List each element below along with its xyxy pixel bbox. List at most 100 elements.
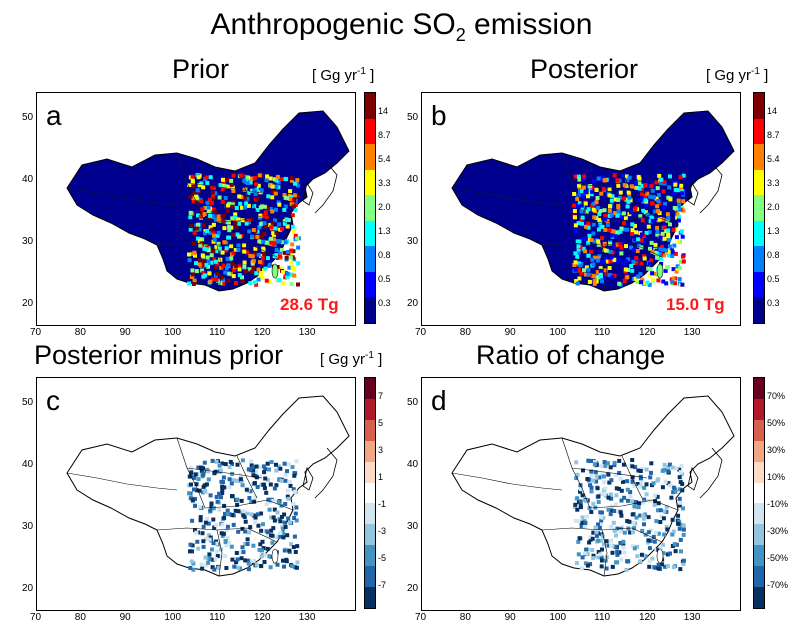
grid-cell — [597, 475, 602, 480]
grid-cell — [206, 259, 211, 264]
grid-cell — [267, 467, 271, 472]
grid-cell — [680, 189, 685, 194]
grid-cell — [258, 215, 262, 220]
grid-cell — [580, 493, 585, 498]
grid-cell — [619, 251, 624, 256]
province-border — [176, 437, 206, 509]
grid-cell — [290, 265, 295, 270]
grid-cell — [259, 554, 264, 559]
grid-cell — [229, 178, 234, 183]
grid-cell — [667, 238, 672, 242]
grid-cell — [211, 196, 215, 201]
grid-cell — [604, 555, 609, 560]
grid-cell — [626, 268, 630, 272]
grid-cell — [575, 507, 580, 512]
grid-cell — [224, 566, 229, 570]
grid-cell — [630, 512, 635, 517]
grid-cell — [259, 564, 263, 569]
grid-cell — [230, 494, 234, 499]
grid-cell — [242, 205, 247, 210]
grid-cell — [229, 481, 234, 486]
grid-cell — [238, 550, 243, 555]
grid-cell — [666, 195, 671, 200]
grid-cell — [592, 239, 597, 244]
colorbar-tick-label: 1.3 — [378, 226, 391, 236]
grid-cell — [587, 279, 592, 284]
grid-cell — [210, 565, 215, 570]
grid-cell — [585, 563, 590, 568]
grid-cell — [614, 472, 619, 477]
grid-cell — [601, 474, 606, 479]
grid-cell — [255, 234, 260, 239]
grid-cell — [252, 204, 257, 209]
grid-cell — [612, 211, 617, 216]
grid-cell — [660, 485, 665, 490]
grid-cell — [222, 515, 227, 520]
grid-cell — [611, 244, 616, 249]
lon-tick-label: 120 — [638, 612, 656, 623]
grid-cell — [289, 248, 294, 253]
grid-cell — [679, 183, 684, 188]
grid-cell — [584, 209, 589, 214]
grid-cell — [199, 199, 204, 204]
grid-cell — [579, 209, 584, 214]
grid-cell — [292, 473, 297, 478]
lon-tick-label: 130 — [298, 612, 316, 623]
grid-cell — [636, 274, 641, 279]
grid-cell — [244, 201, 249, 206]
grid-cell — [250, 261, 255, 266]
lat-tick-label: 40 — [407, 459, 419, 470]
grid-cell — [619, 226, 624, 231]
grid-cell — [606, 495, 611, 500]
grid-cell — [242, 264, 247, 269]
grid-cell — [212, 209, 217, 214]
grid-cell — [617, 486, 621, 491]
grid-cell — [215, 262, 220, 267]
grid-cell — [221, 480, 226, 485]
grid-cell — [621, 462, 626, 467]
grid-cell — [260, 548, 264, 553]
grid-cell — [601, 542, 606, 547]
grid-cell — [627, 195, 632, 200]
grid-cell — [573, 260, 578, 265]
grid-cell — [577, 261, 582, 266]
grid-cell — [201, 466, 205, 471]
grid-cell — [658, 508, 663, 513]
grid-cell — [654, 180, 659, 185]
grid-cell — [206, 556, 211, 561]
grid-cell — [599, 224, 604, 229]
grid-cell — [234, 281, 238, 285]
grid-cell — [625, 559, 630, 564]
grid-cell — [622, 183, 627, 188]
grid-cell — [590, 257, 595, 262]
grid-cell — [647, 546, 652, 551]
grid-cell — [211, 207, 216, 212]
grid-cell — [248, 281, 253, 286]
grid-cell — [573, 502, 578, 507]
grid-cell — [608, 204, 612, 209]
grid-cell — [592, 215, 597, 220]
grid-cell — [616, 183, 621, 188]
grid-cell — [293, 208, 298, 213]
grid-cell — [612, 463, 617, 468]
grid-cell — [636, 243, 641, 248]
grid-cell — [229, 244, 234, 249]
grid-cell — [285, 533, 290, 538]
grid-cell — [256, 267, 261, 272]
grid-cell — [204, 247, 209, 252]
grid-cell — [613, 528, 617, 533]
province-border — [561, 152, 591, 224]
grid-cell — [285, 271, 290, 276]
province-border — [601, 244, 608, 292]
grid-cell — [205, 255, 210, 260]
grid-cell — [625, 479, 630, 484]
grid-cell — [596, 176, 601, 181]
grid-cell — [213, 217, 218, 222]
grid-cell — [616, 198, 621, 202]
grid-cell — [219, 265, 224, 270]
grid-cell — [259, 253, 263, 258]
grid-cell — [577, 183, 582, 188]
grid-cell — [610, 275, 615, 280]
grid-cell — [645, 498, 649, 503]
grid-cell — [622, 196, 627, 201]
